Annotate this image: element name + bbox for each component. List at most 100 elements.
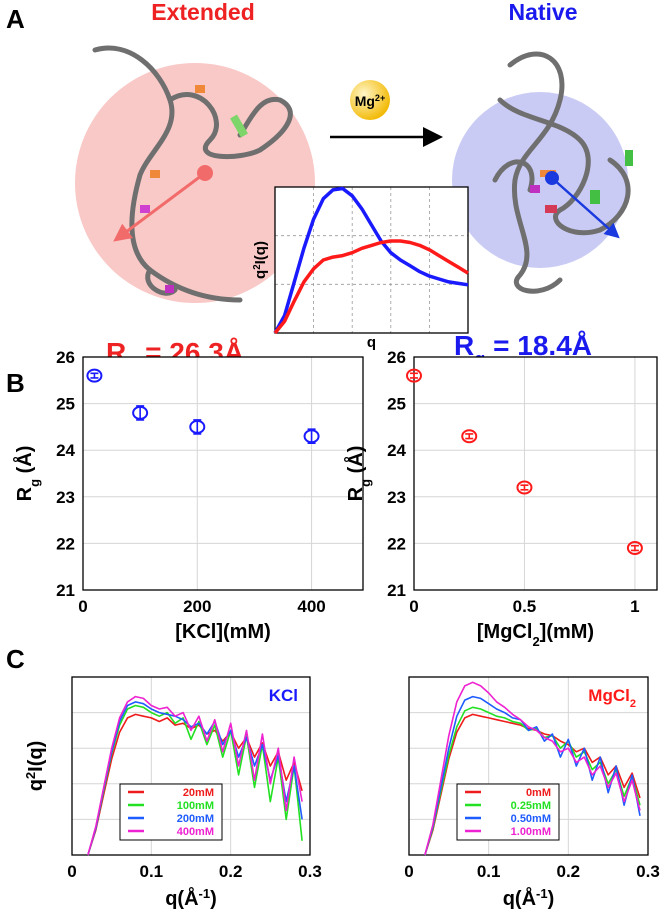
text-part: q (25, 779, 47, 791)
x-tick-label: 0.5 (513, 597, 537, 616)
y-tick-label: 21 (387, 581, 406, 600)
y-axis-label: q2I(q) (23, 741, 48, 792)
data-point (189, 419, 206, 434)
extended-bases (140, 85, 248, 293)
y-tick-label: 23 (387, 488, 406, 507)
text-part: 2 (23, 772, 38, 779)
y-tick-label: 25 (56, 395, 75, 414)
extended-radius-arrow (113, 171, 206, 242)
text-part: MgCl (588, 686, 630, 705)
legend-label: 0mM (526, 787, 551, 799)
data-point (303, 429, 320, 444)
text-part: (Å) (343, 446, 367, 479)
x-axis-label: q (367, 334, 376, 351)
plot-frame (274, 186, 469, 334)
x-tick-label: 0.1 (140, 862, 164, 881)
y-tick-label: 22 (387, 534, 406, 553)
x-tick-label: 400 (297, 597, 325, 616)
ion-sphere (350, 80, 390, 120)
x-tick-label: 0 (404, 862, 413, 881)
text-part: q(Å (165, 886, 198, 910)
y-tick-label: 23 (56, 488, 75, 507)
text-part: q (367, 334, 376, 351)
text-part: [MgCl (477, 621, 533, 643)
legend-label: 100mM (177, 800, 214, 812)
native-rna (492, 51, 631, 294)
x-tick-label: 0 (78, 597, 87, 616)
x-tick-label: 0.1 (477, 862, 501, 881)
data-line (87, 695, 303, 856)
text-part: R (454, 330, 474, 361)
x-tick-label: 0.2 (219, 862, 243, 881)
y-axis-label: Rg (Å) (12, 446, 42, 502)
state-title: Extended (151, 0, 255, 25)
y-tick-label: 25 (387, 395, 406, 414)
data-point (461, 429, 478, 444)
state-title: Native (508, 0, 577, 25)
text-part: I(q) (25, 741, 47, 772)
error-bar (90, 372, 99, 379)
data-point (406, 368, 422, 383)
error-bar (520, 484, 529, 491)
panel-label: A (6, 4, 25, 34)
x-axis-label: q(Å-1) (165, 886, 217, 911)
text-part: = 18.4Å (485, 330, 592, 361)
annotation: MgCl2 (588, 686, 636, 710)
text-part: [KCl](mM) (175, 621, 271, 643)
x-axis-label: [KCl](mM) (175, 621, 271, 643)
y-tick-label: 24 (387, 441, 406, 460)
y-tick-label: 22 (56, 534, 75, 553)
data-point (132, 405, 149, 420)
error-bar (630, 544, 639, 552)
x-tick-label: 0 (67, 862, 76, 881)
plot-frame (71, 676, 311, 856)
error-bar (410, 372, 418, 379)
native-radius-arrow (551, 177, 620, 239)
text-part: (Å) (12, 446, 36, 479)
text-part: ) (548, 888, 555, 910)
data-point (86, 368, 103, 383)
text-part: q(Å (503, 886, 536, 910)
y-axis-label: q2I(q) (252, 241, 270, 279)
x-tick-label: 1 (630, 597, 639, 616)
plot-area (414, 357, 657, 590)
text-part: KCl (269, 686, 298, 705)
text-part: -1 (199, 886, 211, 901)
x-tick-label: 0.2 (557, 862, 581, 881)
text-part: 2 (252, 264, 263, 270)
text-part: R (345, 486, 367, 501)
x-tick-label: 0.3 (636, 862, 660, 881)
native-sphere (452, 92, 628, 268)
y-axis-label: Rg (Å) (343, 446, 373, 502)
panel-label: C (6, 644, 25, 674)
data-point (516, 480, 533, 495)
legend-label: 0.50mM (511, 813, 551, 825)
x-tick-label: 0.3 (298, 862, 322, 881)
data-line (424, 681, 641, 856)
x-tick-label: 200 (183, 597, 211, 616)
y-tick-label: 26 (387, 348, 406, 367)
data-line (87, 704, 303, 856)
text-part: I(q) (252, 241, 269, 264)
annotation: KCl (269, 686, 298, 705)
legend-label: 200mM (177, 813, 214, 825)
plot-frame (413, 356, 658, 591)
text-part: g (358, 479, 373, 487)
text-part: q (252, 270, 269, 279)
text-part: 2+ (375, 93, 385, 103)
x-tick-label: 0 (409, 597, 418, 616)
data-point (626, 541, 643, 556)
text-part: g (27, 479, 42, 487)
legend-label: 1.00mM (511, 826, 551, 838)
text-part: -1 (536, 886, 548, 901)
x-axis-label: [MgCl2](mM) (477, 621, 594, 649)
plot-frame (408, 676, 649, 856)
text-part: ) (210, 888, 217, 910)
text-part: 2 (532, 634, 539, 649)
ion-label: Mg2+ (355, 93, 386, 109)
error-bar (465, 433, 474, 440)
text-part: R (14, 486, 36, 501)
plot-area (83, 357, 363, 590)
x-axis-label: q(Å-1) (503, 886, 555, 911)
